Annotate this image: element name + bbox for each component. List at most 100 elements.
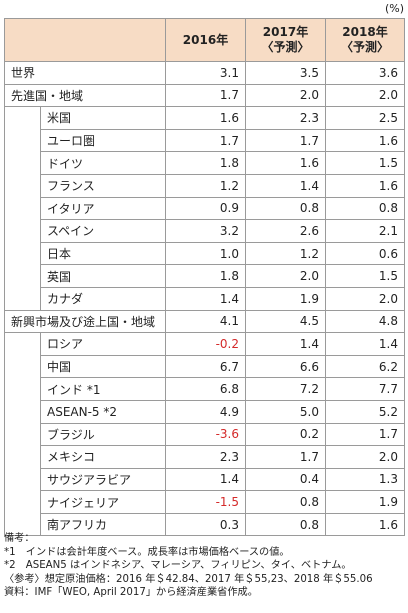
indent-cell [4, 445, 41, 469]
value-2018: 0.8 [325, 196, 405, 221]
indent-cell [4, 468, 41, 491]
value-2016: 1.6 [165, 106, 246, 130]
value-2017: 2.0 [245, 264, 326, 288]
country-name: 米国 [40, 106, 166, 130]
indent-cell [4, 264, 41, 288]
country-name: ブラジル [40, 422, 166, 447]
indent-cell [4, 151, 41, 175]
country-name: 中国 [40, 354, 166, 379]
table-body: 世界 3.1 3.5 3.6 先進国・地域 1.7 2.0 2.0 米国 1.6 2.3 2.5 ユーロ… [4, 61, 405, 537]
table-row: 日本 1.0 1.2 0.6 [4, 241, 405, 266]
table-row: カナダ 1.4 1.9 2.0 [4, 286, 405, 311]
value-2018: 1.6 [325, 512, 405, 537]
value-2017: 0.4 [245, 467, 326, 492]
value-2018: 1.3 [325, 467, 405, 492]
value-2018: 2.0 [325, 445, 405, 469]
value-2018: 2.0 [325, 286, 405, 311]
value-2016: 1.8 [165, 264, 246, 288]
table-row: ASEAN-5 *2 4.9 5.0 5.2 [4, 399, 405, 424]
value-2017: 1.7 [245, 128, 326, 153]
value-2017: 0.8 [245, 196, 326, 221]
table-row: 米国 1.6 2.3 2.5 [4, 106, 405, 130]
value-2017: 1.7 [245, 445, 326, 469]
indent-cell [4, 197, 41, 220]
header-2016-label: 2016年 [182, 32, 229, 47]
header-2018-label: 2018年 [342, 25, 388, 39]
value-2018: 2.5 [325, 106, 405, 130]
value-2016: 6.7 [165, 354, 246, 379]
footnote-line: 備考： [4, 533, 35, 544]
value-2018: 4.8 [325, 309, 405, 334]
header-2017: 2017年 〈予測〉 [245, 18, 326, 62]
country-name: ドイツ [40, 151, 166, 175]
header-2016: 2016年 [165, 18, 246, 62]
value-2017: 0.8 [245, 490, 326, 514]
header-2017-label: 2017年 [262, 25, 309, 39]
growth-forecast-table: 2016年 2017年 〈予測〉 2018年 〈予測〉 世界 3.1 3.5 3.6 先進国… [4, 18, 405, 537]
country-name: 英国 [40, 264, 166, 288]
value-2016: 1.0 [165, 241, 246, 266]
table-row: フランス 1.2 1.4 1.6 [4, 173, 405, 198]
value-2017: 2.3 [245, 106, 326, 130]
table-row: サウジアラビア 1.4 0.4 1.3 [4, 467, 405, 492]
header-2017-sublabel: 〈予測〉 [261, 40, 310, 54]
table-row: メキシコ 2.3 1.7 2.0 [4, 445, 405, 469]
value-2017: 1.4 [245, 173, 326, 198]
value-2018: 3.6 [325, 61, 405, 85]
value-2016: 0.3 [165, 512, 246, 537]
unit-label: (%) [384, 2, 404, 15]
value-2018: 1.6 [325, 173, 405, 198]
value-2016: 1.7 [165, 83, 246, 108]
value-2017: 2.6 [245, 219, 326, 243]
country-name: 日本 [40, 241, 166, 266]
value-2016: 1.7 [165, 128, 246, 153]
value-2016: 0.9 [165, 196, 246, 221]
value-2016: -3.6 [165, 422, 246, 447]
header-corner-cell [4, 18, 166, 62]
value-2017: 2.0 [245, 83, 326, 108]
value-2016: 1.2 [165, 173, 246, 198]
region-name: 世界 [4, 61, 166, 85]
value-2016: 3.2 [165, 219, 246, 243]
indent-cell [4, 287, 41, 311]
indent-cell [4, 219, 41, 243]
value-2017: 1.4 [245, 332, 326, 356]
value-2017: 3.5 [245, 61, 326, 85]
country-name: スペイン [40, 219, 166, 243]
region-name: 先進国・地域 [4, 83, 166, 108]
indent-cell [4, 423, 41, 446]
value-2017: 0.2 [245, 422, 326, 447]
value-2016: -1.5 [165, 490, 246, 514]
indent-cell [4, 377, 41, 401]
header-2018: 2018年 〈予測〉 [325, 18, 405, 62]
table-row: インド *1 6.8 7.2 7.7 [4, 377, 405, 401]
table-row: 新興市場及び途上国・地域 4.1 4.5 4.8 [4, 309, 405, 334]
value-2016: 1.4 [165, 286, 246, 311]
value-2018: 1.5 [325, 151, 405, 175]
value-2018: 1.6 [325, 128, 405, 153]
table-row: イタリア 0.9 0.8 0.8 [4, 196, 405, 221]
value-2016: 1.4 [165, 467, 246, 492]
value-2018: 2.0 [325, 83, 405, 108]
value-2016: 2.3 [165, 445, 246, 469]
footnotes: 備考： *1 インドは会計年度ベース。成長率は市場価格ベースの値。 *2 ASEAN… [4, 532, 406, 600]
value-2018: 5.2 [325, 399, 405, 424]
country-name: イタリア [40, 196, 166, 221]
value-2016: 1.8 [165, 151, 246, 175]
table-row: 先進国・地域 1.7 2.0 2.0 [4, 83, 405, 108]
table-row: ナイジェリア -1.5 0.8 1.9 [4, 490, 405, 514]
indent-cell [4, 242, 41, 265]
country-name: ロシア [40, 332, 166, 356]
country-name: ユーロ圏 [40, 128, 166, 153]
value-2018: 6.2 [325, 354, 405, 379]
footnote-line: 資料：IMF「WEO, April 2017」から経済産業省作成。 [4, 587, 258, 599]
footnote-line: *2 ASEAN5 はインドネシア、マレーシア、フィリピン、タイ、ベトナム。 [4, 560, 352, 572]
table-row: ブラジル -3.6 0.2 1.7 [4, 422, 405, 447]
table-row: 世界 3.1 3.5 3.6 [4, 61, 405, 85]
indent-cell [4, 129, 41, 152]
footnote-line: *1 インドは会計年度ベース。成長率は市場価格ベースの値。 [4, 546, 290, 558]
country-name: インド *1 [40, 377, 166, 401]
country-name: 南アフリカ [40, 512, 166, 537]
indent-cell [4, 106, 41, 130]
table-row: ドイツ 1.8 1.6 1.5 [4, 151, 405, 175]
